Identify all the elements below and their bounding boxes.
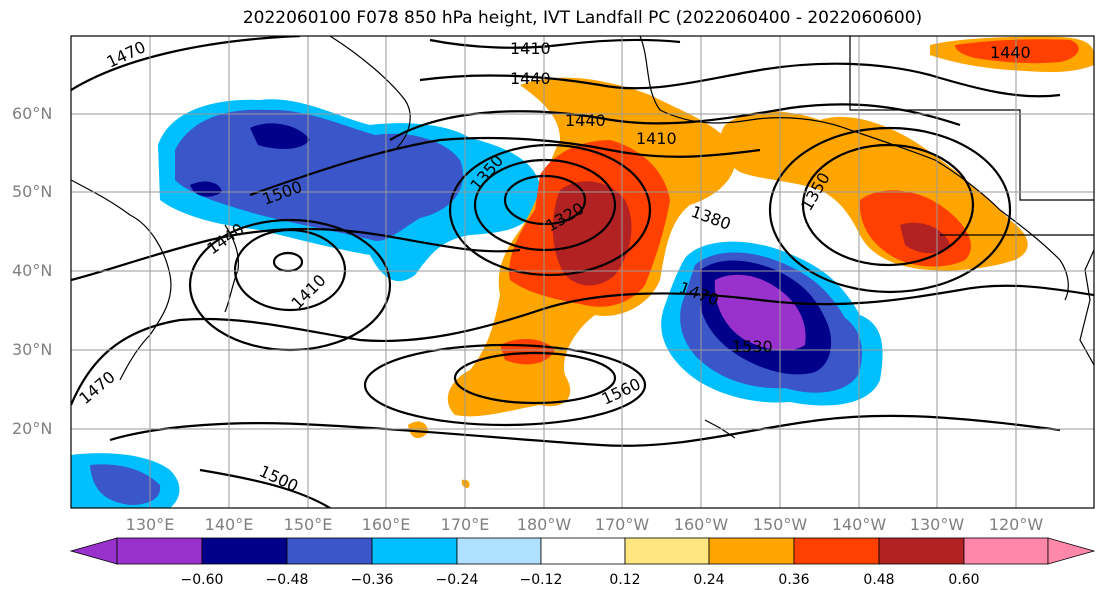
colorbar-extend-max: [1047, 537, 1096, 565]
negative-ivt-region-sw-corner: [71, 453, 180, 508]
lon-label: 160°E: [361, 515, 411, 534]
contour-label: 1530: [732, 337, 773, 356]
contour-label: 1440: [565, 111, 606, 130]
contour-label: 1560: [599, 374, 644, 408]
lon-label: 130°E: [125, 515, 175, 534]
lat-label: 40°N: [12, 261, 53, 280]
lon-label: 140°W: [831, 515, 887, 534]
lat-label: 60°N: [12, 104, 53, 123]
lon-label: 150°W: [752, 515, 808, 534]
colorbar-tick-label: −0.36: [350, 572, 394, 588]
lon-label: 140°E: [204, 515, 254, 534]
lat-label: 30°N: [12, 340, 53, 359]
positive-ivt-region-small: [408, 421, 470, 488]
map-title: 2022060100 F078 850 hPa height, IVT Land…: [242, 8, 923, 28]
colorbar-tick-label: 0.36: [778, 572, 810, 588]
colorbar-tick-label: 0.24: [693, 572, 725, 588]
contour-label: 1410: [510, 39, 551, 58]
negative-ivt-region-ne-pacific: [661, 241, 883, 406]
lon-label: 170°E: [440, 515, 490, 534]
colorbar-tick-label: −0.48: [265, 572, 309, 588]
lon-label: 170°W: [594, 515, 650, 534]
contour-label: 1410: [287, 271, 329, 313]
contour-label: 1470: [75, 367, 118, 408]
lon-label: 160°W: [673, 515, 729, 534]
contour-label: 1470: [104, 37, 149, 71]
contour-label: 1410: [636, 129, 677, 148]
height-contours: [71, 36, 1094, 508]
contour-label: 1380: [689, 202, 734, 234]
colorbar-tick-label: −0.60: [180, 572, 224, 588]
colorbar-extend-min: [69, 537, 118, 565]
colorbar-tick-label: 0.48: [863, 572, 895, 588]
lon-label: 130°W: [909, 515, 965, 534]
lat-label: 50°N: [12, 182, 53, 201]
colorbar-tick-label: −0.24: [435, 572, 479, 588]
graticule: [71, 36, 1094, 508]
colorbar: [69, 537, 1096, 565]
lon-label: 120°W: [988, 515, 1044, 534]
negative-ivt-region-nw-pacific: [158, 99, 541, 282]
coastlines: [71, 36, 1094, 439]
lon-label: 150°E: [283, 515, 333, 534]
colorbar-tick-label: 0.12: [609, 572, 641, 588]
contour-label: 1440: [990, 43, 1031, 62]
colorbar-tick-label: 0.60: [948, 572, 980, 588]
positive-ivt-region-ne-corner: [930, 36, 1094, 73]
colorbar-tick-label: −0.12: [519, 572, 563, 588]
map-frame: [70, 35, 1095, 509]
contour-label: 1500: [256, 461, 301, 495]
lat-label: 20°N: [12, 419, 53, 438]
lon-label: 180°W: [516, 515, 572, 534]
contour-label: 1440: [510, 69, 551, 88]
positive-ivt-region-central: [447, 77, 736, 417]
